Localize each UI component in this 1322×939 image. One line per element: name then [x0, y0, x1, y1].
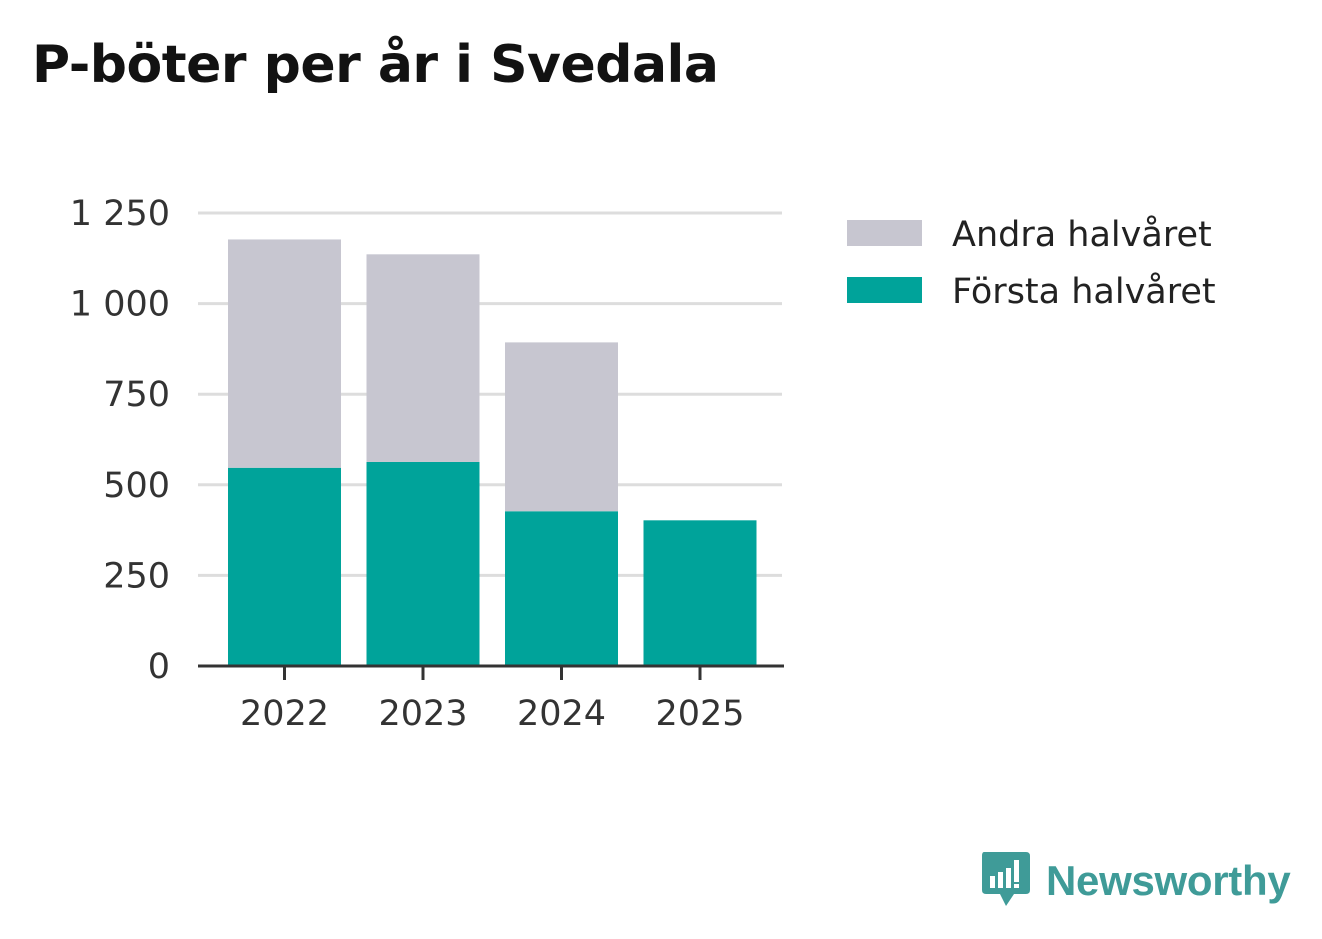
bar-2022-forsta [228, 467, 341, 666]
bars [228, 239, 757, 666]
legend-swatch [847, 220, 922, 246]
x-tick-label: 2025 [655, 694, 744, 734]
y-tick-label: 500 [103, 466, 170, 506]
legend: Andra halvåret Första halvåret [847, 214, 1216, 312]
y-tick-label: 0 [148, 647, 170, 687]
y-axis: 0 250 500 750 1 000 1 250 [70, 194, 170, 687]
x-tick-label: 2023 [378, 694, 467, 734]
newsworthy-brand: Newsworthy [980, 850, 1291, 912]
legend-swatch [847, 277, 922, 303]
x-axis: 2022 2023 2024 2025 [198, 664, 784, 734]
bar-2022-andra [228, 239, 341, 468]
bar-2024-forsta [505, 511, 618, 666]
legend-label: Första halvåret [952, 271, 1216, 312]
legend-label: Andra halvåret [952, 214, 1212, 255]
bar-2024-andra [505, 342, 618, 512]
bar-2023-forsta [366, 461, 480, 666]
y-tick-label: 1 250 [70, 194, 170, 234]
y-tick-label: 750 [103, 375, 170, 415]
bar-2023-andra [366, 254, 480, 462]
brand-name: Newsworthy [1046, 857, 1291, 904]
y-tick-label: 250 [103, 556, 170, 596]
chart-title: P-böter per år i Svedala [32, 35, 719, 95]
x-tick-label: 2024 [517, 694, 606, 734]
y-tick-label: 1 000 [70, 285, 170, 325]
newsworthy-logo-icon [982, 852, 1030, 906]
x-tick-label: 2022 [240, 694, 329, 734]
bar-2025-forsta [643, 520, 757, 666]
